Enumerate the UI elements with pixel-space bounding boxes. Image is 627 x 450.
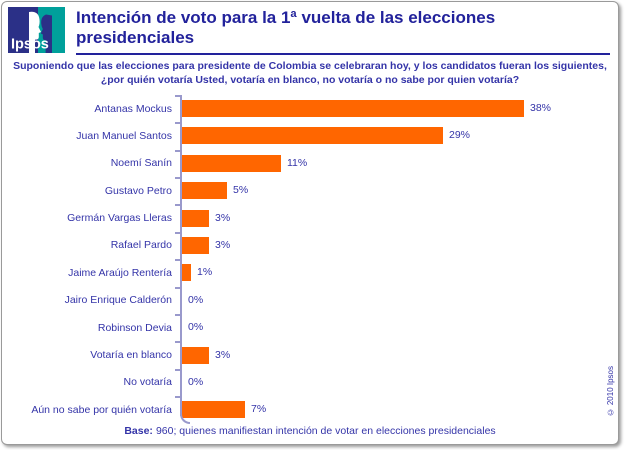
ipsos-logo: Ipsos xyxy=(8,7,65,53)
category-label: Rafael Pardo xyxy=(110,239,172,252)
face-profile-left-icon xyxy=(29,11,41,53)
value-label: 29% xyxy=(449,129,471,142)
survey-question: Suponiendo que las elecciones para presi… xyxy=(2,60,618,88)
value-label: 0% xyxy=(188,375,204,388)
axis-tick xyxy=(175,149,180,152)
chart-row: Jaime Araújo Rentería 1% xyxy=(2,259,618,286)
survey-question-line-2: ¿por quién votaría Usted, votaría en bla… xyxy=(100,73,520,86)
chart-row: No votaría 0% xyxy=(2,369,618,396)
title-underline: Intención de voto para la 1ª vuelta de l… xyxy=(76,7,610,56)
value-label: 3% xyxy=(215,238,231,251)
logo-text: Ipsos xyxy=(11,37,49,53)
plot-area: 3% xyxy=(180,236,618,254)
bar xyxy=(182,182,227,200)
plot-area: 1% xyxy=(180,264,618,282)
category-label: Noemí Sanín xyxy=(110,157,172,170)
value-label: 0% xyxy=(188,321,204,334)
category-label: Jaime Araújo Rentería xyxy=(68,266,172,279)
axis-tick xyxy=(175,122,180,125)
bar xyxy=(182,264,191,282)
chart-row: Rafael Pardo 3% xyxy=(2,232,618,259)
bar xyxy=(182,236,209,254)
bar xyxy=(182,127,443,145)
value-label: 3% xyxy=(215,348,231,361)
plot-area: 0% xyxy=(180,319,618,336)
header: Ipsos Intención de voto para la 1ª vuelt… xyxy=(2,2,618,56)
base-text: 960; quienes manifiestan intención de vo… xyxy=(155,425,496,437)
axis-tick xyxy=(175,286,180,289)
plot-area: 7% xyxy=(180,401,618,419)
axis-tick xyxy=(175,396,180,399)
plot-area: 29% xyxy=(180,127,618,145)
plot-area: 5% xyxy=(180,182,618,200)
category-label: Germán Vargas Lleras xyxy=(67,212,172,225)
plot-area: 3% xyxy=(180,209,618,227)
bar xyxy=(182,346,209,364)
y-axis-line xyxy=(180,94,182,416)
category-label: Aún no sabe por quién votaría xyxy=(31,403,172,416)
bar xyxy=(182,209,209,227)
chart-row: Robinson Devia 0% xyxy=(2,314,618,341)
category-label: Juan Manuel Santos xyxy=(76,129,172,142)
bar xyxy=(182,154,281,172)
category-label: Gustavo Petro xyxy=(104,184,172,197)
axis-tick xyxy=(175,368,180,371)
chart-card: Ipsos Intención de voto para la 1ª vuelt… xyxy=(1,1,619,445)
category-label: Votaría en blanco xyxy=(90,349,172,362)
axis-tick xyxy=(175,204,180,207)
page-title: Intención de voto para la 1ª vuelta de l… xyxy=(76,8,496,48)
chart-row: Aún no sabe por quién votaría 7% xyxy=(2,396,618,423)
chart-row: Antanas Mockus 38% xyxy=(2,95,618,122)
base-note: Base: 960; quienes manifiestan intención … xyxy=(2,425,618,437)
face-profile-right-icon xyxy=(40,14,52,53)
value-label: 11% xyxy=(287,156,308,169)
value-label: 5% xyxy=(233,184,249,197)
y-axis-end-curve xyxy=(180,413,190,424)
category-label: Robinson Devia xyxy=(97,321,172,334)
axis-tick xyxy=(175,177,180,179)
base-label: Base: xyxy=(124,425,153,437)
value-label: 38% xyxy=(530,102,552,114)
category-label: Jairo Enrique Calderón xyxy=(64,294,172,307)
chart-row: Juan Manuel Santos 29% xyxy=(2,122,618,149)
axis-tick xyxy=(175,259,180,262)
axis-tick xyxy=(175,94,180,97)
axis-tick xyxy=(175,231,180,234)
axis-tick xyxy=(175,341,180,344)
plot-area: 0% xyxy=(180,292,618,309)
axis-tick xyxy=(175,314,180,316)
chart-row: Noemí Sanín 11% xyxy=(2,150,618,177)
bar xyxy=(182,100,524,117)
plot-area: 0% xyxy=(180,374,618,391)
chart-row: Jairo Enrique Calderón 0% xyxy=(2,287,618,314)
value-label: 1% xyxy=(197,266,213,279)
value-label: 0% xyxy=(188,293,204,306)
bar-chart: Antanas Mockus 38% Juan Manuel Santos 29% No… xyxy=(2,94,618,425)
category-label: Antanas Mockus xyxy=(94,102,172,115)
survey-question-line-1: Suponiendo que las elecciones para presi… xyxy=(13,60,607,73)
copyright-vertical: © 2010 Ipsos xyxy=(606,365,615,416)
plot-area: 38% xyxy=(180,100,618,117)
chart-row: Germán Vargas Lleras 3% xyxy=(2,204,618,231)
value-label: 3% xyxy=(215,211,231,224)
plot-area: 11% xyxy=(180,154,618,172)
chart-row: Gustavo Petro 5% xyxy=(2,177,618,204)
bar xyxy=(182,401,245,419)
chart-row: Votaría en blanco 3% xyxy=(2,341,618,368)
chart-rows: Antanas Mockus 38% Juan Manuel Santos 29% No… xyxy=(2,95,618,424)
category-label: No votaría xyxy=(123,376,172,389)
value-label: 7% xyxy=(251,403,267,416)
plot-area: 3% xyxy=(180,346,618,364)
